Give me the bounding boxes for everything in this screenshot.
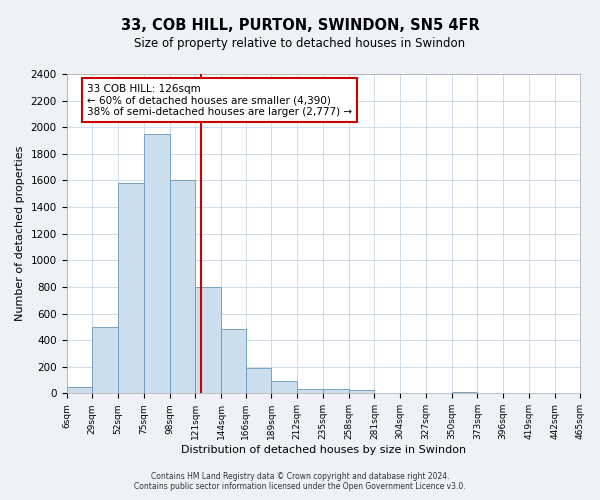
Bar — [144, 134, 170, 394]
Bar — [196, 287, 221, 394]
Bar — [323, 390, 349, 394]
Bar — [92, 327, 118, 394]
Text: 33, COB HILL, PURTON, SWINDON, SN5 4FR: 33, COB HILL, PURTON, SWINDON, SN5 4FR — [121, 18, 479, 32]
Bar — [67, 386, 92, 394]
Bar — [221, 330, 245, 394]
Bar — [349, 390, 374, 394]
Bar — [271, 382, 297, 394]
Text: Contains public sector information licensed under the Open Government Licence v3: Contains public sector information licen… — [134, 482, 466, 491]
Bar — [118, 183, 144, 394]
Bar — [297, 388, 323, 394]
Bar — [245, 368, 271, 394]
Text: Contains HM Land Registry data © Crown copyright and database right 2024.: Contains HM Land Registry data © Crown c… — [151, 472, 449, 481]
Y-axis label: Number of detached properties: Number of detached properties — [15, 146, 25, 322]
X-axis label: Distribution of detached houses by size in Swindon: Distribution of detached houses by size … — [181, 445, 466, 455]
Bar — [170, 180, 196, 394]
Text: Size of property relative to detached houses in Swindon: Size of property relative to detached ho… — [134, 38, 466, 51]
Bar — [452, 392, 478, 394]
Text: 33 COB HILL: 126sqm
← 60% of detached houses are smaller (4,390)
38% of semi-det: 33 COB HILL: 126sqm ← 60% of detached ho… — [87, 84, 352, 117]
